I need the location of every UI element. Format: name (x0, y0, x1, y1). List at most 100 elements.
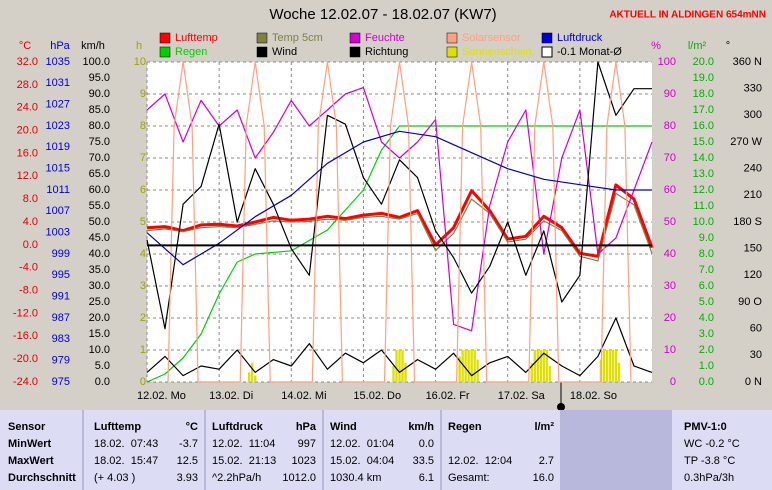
y-tick-label: 10.0 (693, 216, 714, 228)
legend-swatch (349, 46, 361, 58)
y-tick-label: 50.0 (89, 216, 110, 228)
y-tick-label: 0 (670, 376, 676, 388)
cell: 3.93 (176, 472, 198, 484)
legend-label: Temp 5cm (272, 32, 323, 44)
col-bg (206, 410, 322, 490)
bar (470, 350, 473, 382)
bar (548, 366, 551, 382)
y-tick-label: 1035 (46, 56, 70, 68)
y-tick-label: 4 (140, 248, 146, 260)
y-tick-label: 987 (52, 312, 70, 324)
y-tick-label: 12.0 (17, 170, 38, 182)
y-tick-label: 8.0 (23, 193, 38, 205)
header: °C (185, 421, 198, 433)
y-tick-label: 11.0 (693, 200, 714, 212)
x-tick-label: 18.02. So (570, 390, 617, 402)
bar (401, 350, 404, 382)
y-tick-label: 8.0 (699, 248, 714, 260)
cell: 12.5 (176, 455, 198, 467)
chart-title: Woche 12.02.07 - 18.02.07 (KW7) (269, 6, 496, 23)
legend-swatch (256, 32, 268, 44)
row-label: MaxWert (8, 455, 54, 467)
x-tick-label: 12.02. Mo (137, 390, 186, 402)
y-tick-label: 1011 (46, 184, 70, 196)
y-tick-label: 0.0 (23, 239, 38, 251)
y-tick-label: 50 (664, 216, 676, 228)
legend-label: Sonnenschein (462, 46, 532, 58)
y-tick-label: 15.0 (89, 328, 110, 340)
cell: Gesamt: (448, 472, 490, 484)
row-label: MinWert (8, 438, 52, 450)
bar (614, 350, 618, 382)
series-line (146, 87, 653, 332)
y-tick-label: 0.0 (95, 376, 110, 388)
bar (392, 366, 395, 382)
bar (464, 350, 467, 382)
y-tick-label: 100.0 (82, 56, 110, 68)
y-tick-label: 55.0 (89, 200, 110, 212)
bar (248, 372, 251, 382)
y-tick-label: 1003 (46, 227, 70, 239)
legend-label: Solarsensor (462, 32, 521, 44)
y-tick-label: 1019 (46, 141, 70, 153)
bar (611, 350, 615, 382)
y-tick-label: 20.0 (17, 124, 38, 136)
y-tick-label: 80 (664, 120, 676, 132)
y-tick-label: 979 (52, 355, 70, 367)
y-tick-label: 19.0 (693, 72, 714, 84)
cell: 2.7 (538, 455, 554, 467)
y-tick-label: 991 (52, 291, 70, 303)
legend-swatch (349, 32, 361, 44)
bar (461, 350, 464, 382)
legend-label: Richtung (365, 46, 408, 58)
header: Wind (330, 421, 357, 433)
x-tick-label: 16.02. Fr (426, 390, 470, 402)
y-tick-label: 240 (744, 163, 762, 175)
bar (542, 350, 545, 382)
y-tick-label: 30.0 (89, 280, 110, 292)
y-tick-label: 65.0 (89, 168, 110, 180)
y-tick-label: 45.0 (89, 232, 110, 244)
y-tick-label: 150 (744, 243, 762, 255)
y-tick-label: 10.0 (89, 344, 110, 356)
bar (545, 350, 548, 382)
bar (608, 350, 612, 382)
cell: 0.0 (418, 438, 434, 450)
legend-label: Wind (272, 46, 297, 58)
y-tick-label: 95.0 (89, 72, 110, 84)
bar (539, 350, 542, 382)
y-tick-label: 983 (52, 333, 70, 345)
axis-title: h (136, 40, 142, 52)
y-tick-label: -20.0 (13, 353, 38, 365)
axis-title: km/h (81, 40, 105, 52)
bar (395, 350, 398, 382)
y-tick-label: 6.0 (699, 280, 714, 292)
y-tick-label: 20.0 (89, 312, 110, 324)
y-tick-label: 17.0 (693, 104, 714, 116)
y-tick-label: 1 (140, 344, 146, 356)
y-tick-label: 90 O (738, 296, 762, 308)
x-tick-label: 15.02. Do (353, 390, 401, 402)
axis-title: hPa (50, 40, 70, 52)
x-tick-label: 17.02. Sa (498, 390, 546, 402)
y-tick-label: 300 (744, 109, 762, 121)
y-tick-label: -8.0 (19, 284, 38, 296)
cell: 1012.0 (282, 472, 316, 484)
y-tick-label: 28.0 (17, 79, 38, 91)
bar (473, 350, 476, 382)
y-tick-label: 15.0 (693, 136, 714, 148)
legend-label: Feuchte (365, 32, 405, 44)
series-line (146, 183, 654, 258)
y-tick-label: 0 (140, 376, 146, 388)
y-tick-label: 3 (140, 280, 146, 292)
y-tick-label: 25.0 (89, 296, 110, 308)
y-tick-label: 70 (664, 152, 676, 164)
bar (398, 350, 401, 382)
cell: 997 (297, 438, 316, 450)
legend-label: Lufttemp (175, 32, 218, 44)
y-tick-label: 9 (140, 88, 146, 100)
bar (602, 350, 606, 382)
axis-title: % (651, 40, 661, 52)
cell: -3.7 (179, 438, 198, 450)
